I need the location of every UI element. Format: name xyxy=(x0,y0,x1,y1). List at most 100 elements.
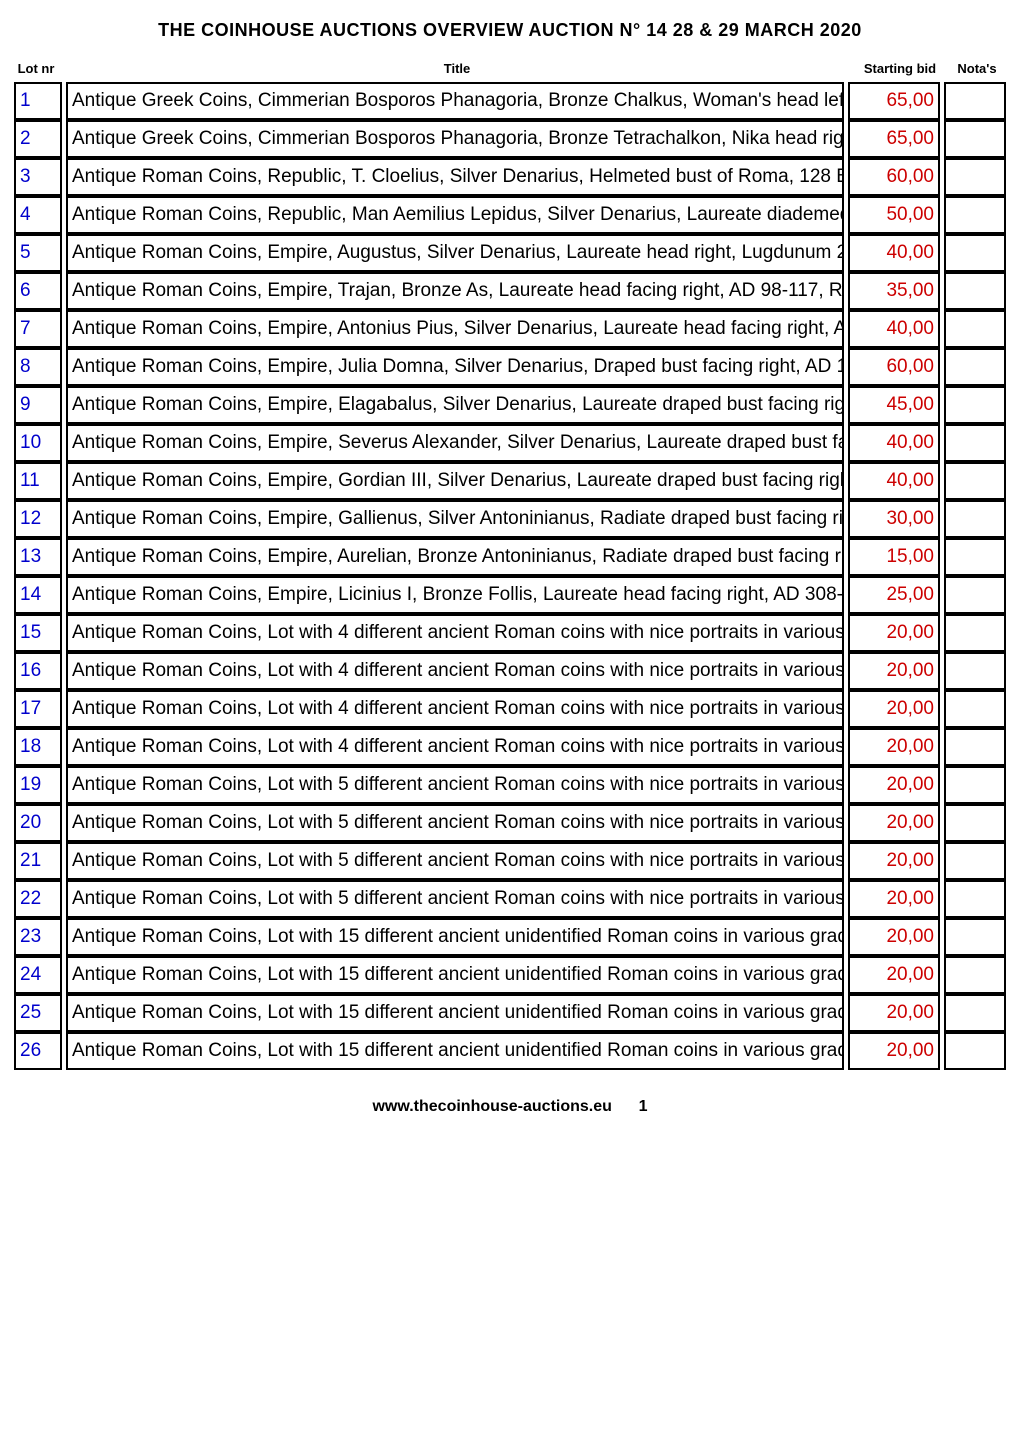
cell-notas xyxy=(944,994,1006,1032)
cell-title: Antique Roman Coins, Empire, Severus Ale… xyxy=(66,424,844,462)
footer-website: www.thecoinhouse-auctions.eu xyxy=(372,1098,611,1115)
cell-notas xyxy=(944,766,1006,804)
cell-lot: 20 xyxy=(14,804,62,842)
table-row: 6Antique Roman Coins, Empire, Trajan, Br… xyxy=(12,272,1008,310)
table-row: 10Antique Roman Coins, Empire, Severus A… xyxy=(12,424,1008,462)
cell-title: Antique Greek Coins, Cimmerian Bosporos … xyxy=(66,120,844,158)
cell-lot: 16 xyxy=(14,652,62,690)
cell-bid: 40,00 xyxy=(848,462,940,500)
cell-bid: 35,00 xyxy=(848,272,940,310)
cell-lot: 4 xyxy=(14,196,62,234)
cell-notas xyxy=(944,424,1006,462)
cell-lot: 26 xyxy=(14,1032,62,1070)
table-row: 16Antique Roman Coins, Lot with 4 differ… xyxy=(12,652,1008,690)
cell-notas xyxy=(944,804,1006,842)
cell-notas xyxy=(944,348,1006,386)
column-header-lot: Lot nr xyxy=(12,61,60,76)
cell-title: Antique Roman Coins, Republic, T. Cloeli… xyxy=(66,158,844,196)
cell-notas xyxy=(944,918,1006,956)
cell-lot: 8 xyxy=(14,348,62,386)
cell-bid: 20,00 xyxy=(848,956,940,994)
cell-notas xyxy=(944,956,1006,994)
table-row: 8Antique Roman Coins, Empire, Julia Domn… xyxy=(12,348,1008,386)
table-row: 19Antique Roman Coins, Lot with 5 differ… xyxy=(12,766,1008,804)
cell-notas xyxy=(944,614,1006,652)
table-row: 21Antique Roman Coins, Lot with 5 differ… xyxy=(12,842,1008,880)
table-row: 4Antique Roman Coins, Republic, Man Aemi… xyxy=(12,196,1008,234)
cell-bid: 20,00 xyxy=(848,614,940,652)
cell-title: Antique Roman Coins, Lot with 15 differe… xyxy=(66,994,844,1032)
cell-bid: 65,00 xyxy=(848,120,940,158)
cell-lot: 24 xyxy=(14,956,62,994)
table-row: 17Antique Roman Coins, Lot with 4 differ… xyxy=(12,690,1008,728)
cell-bid: 20,00 xyxy=(848,804,940,842)
column-header-title: Title xyxy=(60,61,854,76)
cell-title: Antique Roman Coins, Lot with 15 differe… xyxy=(66,918,844,956)
cell-bid: 20,00 xyxy=(848,652,940,690)
cell-title: Antique Roman Coins, Empire, Aurelian, B… xyxy=(66,538,844,576)
cell-bid: 40,00 xyxy=(848,234,940,272)
cell-notas xyxy=(944,652,1006,690)
cell-bid: 40,00 xyxy=(848,424,940,462)
column-header-bid: Starting bid xyxy=(854,61,946,76)
cell-notas xyxy=(944,462,1006,500)
cell-lot: 7 xyxy=(14,310,62,348)
cell-title: Antique Roman Coins, Lot with 5 differen… xyxy=(66,842,844,880)
cell-bid: 60,00 xyxy=(848,158,940,196)
cell-lot: 10 xyxy=(14,424,62,462)
cell-lot: 12 xyxy=(14,500,62,538)
table-row: 15Antique Roman Coins, Lot with 4 differ… xyxy=(12,614,1008,652)
table-row: 2Antique Greek Coins, Cimmerian Bosporos… xyxy=(12,120,1008,158)
table-row: 12Antique Roman Coins, Empire, Gallienus… xyxy=(12,500,1008,538)
cell-lot: 17 xyxy=(14,690,62,728)
footer: www.thecoinhouse-auctions.eu 1 xyxy=(12,1098,1008,1116)
cell-bid: 30,00 xyxy=(848,500,940,538)
cell-notas xyxy=(944,880,1006,918)
cell-lot: 3 xyxy=(14,158,62,196)
cell-lot: 25 xyxy=(14,994,62,1032)
cell-notas xyxy=(944,1032,1006,1070)
table-row: 11Antique Roman Coins, Empire, Gordian I… xyxy=(12,462,1008,500)
cell-title: Antique Roman Coins, Empire, Gordian III… xyxy=(66,462,844,500)
cell-notas xyxy=(944,120,1006,158)
cell-lot: 21 xyxy=(14,842,62,880)
table-row: 20Antique Roman Coins, Lot with 5 differ… xyxy=(12,804,1008,842)
cell-notas xyxy=(944,386,1006,424)
cell-bid: 20,00 xyxy=(848,728,940,766)
table-row: 13Antique Roman Coins, Empire, Aurelian,… xyxy=(12,538,1008,576)
cell-title: Antique Roman Coins, Lot with 15 differe… xyxy=(66,956,844,994)
cell-lot: 15 xyxy=(14,614,62,652)
cell-lot: 6 xyxy=(14,272,62,310)
table-row: 24Antique Roman Coins, Lot with 15 diffe… xyxy=(12,956,1008,994)
cell-title: Antique Roman Coins, Empire, Antonius Pi… xyxy=(66,310,844,348)
cell-title: Antique Roman Coins, Lot with 5 differen… xyxy=(66,804,844,842)
cell-notas xyxy=(944,310,1006,348)
cell-lot: 18 xyxy=(14,728,62,766)
cell-title: Antique Roman Coins, Lot with 5 differen… xyxy=(66,766,844,804)
cell-title: Antique Roman Coins, Republic, Man Aemil… xyxy=(66,196,844,234)
table-row: 23Antique Roman Coins, Lot with 15 diffe… xyxy=(12,918,1008,956)
cell-title: Antique Greek Coins, Cimmerian Bosporos … xyxy=(66,82,844,120)
cell-lot: 9 xyxy=(14,386,62,424)
cell-notas xyxy=(944,538,1006,576)
cell-bid: 50,00 xyxy=(848,196,940,234)
table-row: 5Antique Roman Coins, Empire, Augustus, … xyxy=(12,234,1008,272)
cell-notas xyxy=(944,234,1006,272)
table-row: 26Antique Roman Coins, Lot with 15 diffe… xyxy=(12,1032,1008,1070)
table-row: 25Antique Roman Coins, Lot with 15 diffe… xyxy=(12,994,1008,1032)
cell-lot: 19 xyxy=(14,766,62,804)
cell-title: Antique Roman Coins, Empire, Julia Domna… xyxy=(66,348,844,386)
table-row: 9Antique Roman Coins, Empire, Elagabalus… xyxy=(12,386,1008,424)
cell-title: Antique Roman Coins, Lot with 4 differen… xyxy=(66,690,844,728)
cell-bid: 15,00 xyxy=(848,538,940,576)
cell-bid: 20,00 xyxy=(848,918,940,956)
table-row: 14Antique Roman Coins, Empire, Licinius … xyxy=(12,576,1008,614)
cell-title: Antique Roman Coins, Lot with 4 differen… xyxy=(66,652,844,690)
cell-notas xyxy=(944,500,1006,538)
cell-bid: 20,00 xyxy=(848,842,940,880)
cell-lot: 1 xyxy=(14,82,62,120)
cell-notas xyxy=(944,690,1006,728)
cell-notas xyxy=(944,576,1006,614)
cell-bid: 45,00 xyxy=(848,386,940,424)
table-row: 3Antique Roman Coins, Republic, T. Cloel… xyxy=(12,158,1008,196)
